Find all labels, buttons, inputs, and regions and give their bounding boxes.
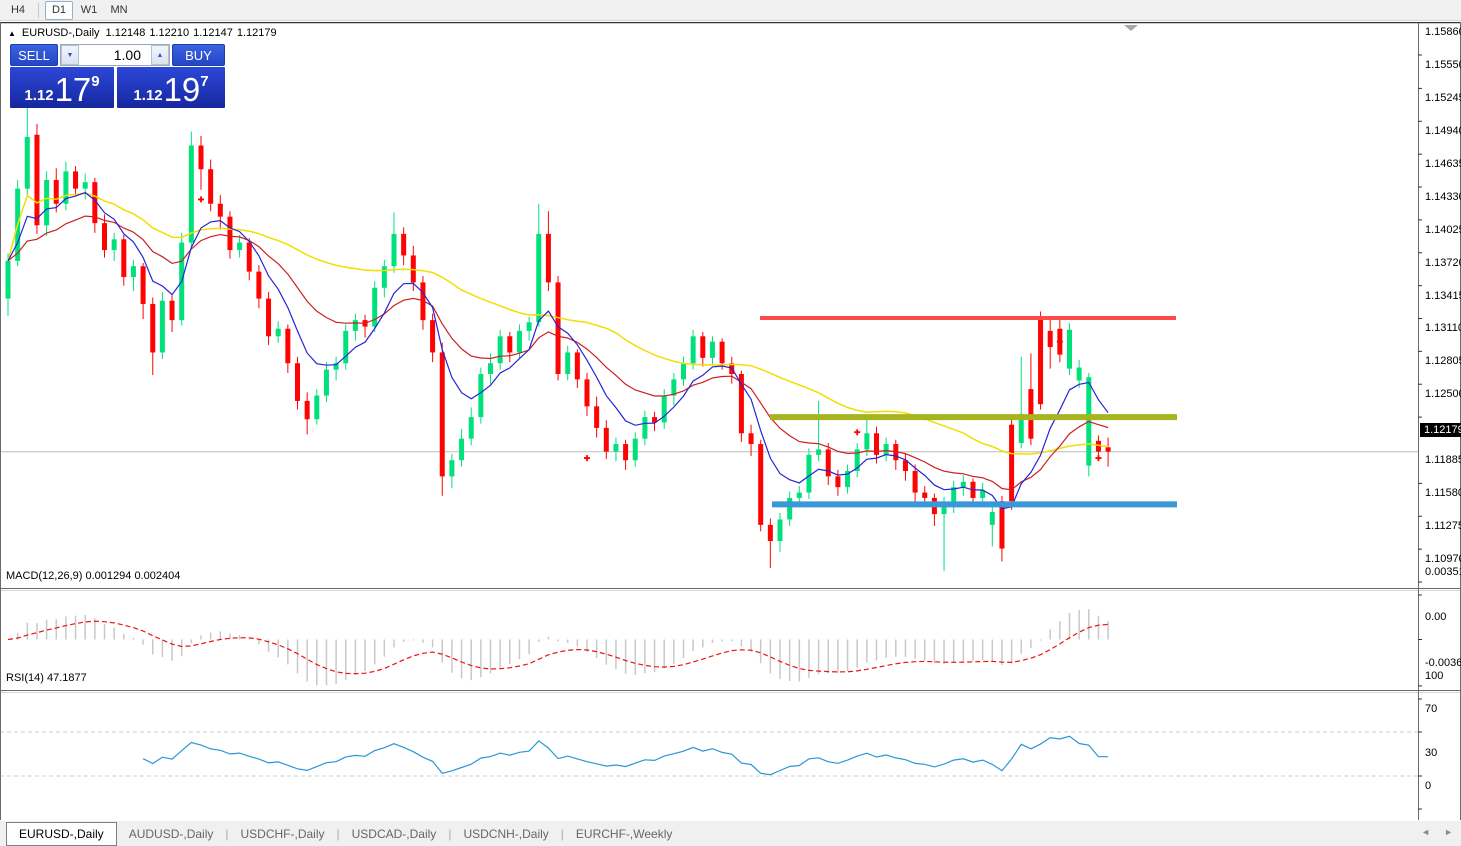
lot-decrease-button[interactable]: ▼ [61,45,79,65]
symbol-tab-eurchf-weekly[interactable]: EURCHF-,Weekly [575,826,673,841]
sell-price-base: 1.12 [24,87,54,104]
symbol-tab-eurusd-daily[interactable]: EURUSD-,Daily [6,821,117,846]
tab-scroll-left-icon[interactable]: ◄ [1421,827,1431,837]
tab-separator: | [336,826,340,841]
buy-button[interactable]: BUY [172,44,225,66]
timeframe-toolbar: H4 D1 W1 MN [0,0,1461,21]
tab-separator: | [448,826,452,841]
tab-separator: | [225,826,229,841]
tab-separator: | [560,826,564,841]
rsi-label: RSI(14) 47.1877 [6,672,87,684]
tab-scroll-arrows: ◄ ► [1421,827,1453,837]
lot-size-input[interactable] [79,45,151,65]
symbol-tab-bar: EURUSD-,Daily AUDUSD-,Daily | USDCHF-,Daily… [0,821,1461,846]
buy-price-big: 19 [163,71,201,108]
sell-price-big: 17 [54,71,92,108]
buy-price-base: 1.12 [133,87,163,104]
collapse-triangle-icon[interactable]: ▲ [8,28,16,38]
lot-increase-button[interactable]: ▲ [151,45,169,65]
symbol-tab-usdcad-daily[interactable]: USDCAD-,Daily [351,826,437,841]
symbol-tab-usdchf-daily[interactable]: USDCHF-,Daily [240,826,325,841]
sell-quote-panel[interactable]: 1.12 17 9 [10,67,114,108]
ohlc-close: 1.12179 [236,27,277,39]
symbol-tab-usdcnh-daily[interactable]: USDCNH-,Daily [463,826,549,841]
ohlc-high: 1.12210 [149,27,190,39]
timeframe-d1-button[interactable]: D1 [45,0,73,20]
sell-button[interactable]: SELL [10,44,58,66]
tab-scroll-right-icon[interactable]: ► [1444,827,1453,837]
timeframe-w1-button[interactable]: W1 [80,4,98,16]
one-click-trading-widget: SELL ▼ ▲ BUY 1.12 17 9 [10,44,225,108]
lot-size-stepper: ▼ ▲ [60,44,170,66]
chevron-up-icon: ▲ [156,51,164,59]
chart-symbol-title: EURUSD-,Daily [21,27,100,39]
current-price-badge: 1.12179 [1420,422,1461,437]
ohlc-low: 1.12147 [193,27,233,39]
chart-window[interactable]: 1.15860 1.15550 1.15245 1.14940 1.14635 1.143… [0,22,1461,839]
macd-label: MACD(12,26,9) 0.001294 0.002404 [6,570,181,582]
ohlc-open: 1.12148 [105,27,146,39]
timeframe-h4-button[interactable]: H4 [10,4,26,16]
chart-header: ▲ EURUSD-,Daily 1.12148 1.12210 1.12147 … [8,27,277,39]
chevron-down-icon: ▼ [66,51,74,59]
toolbar-separator [38,2,39,18]
sell-price-pip: 9 [91,73,100,90]
chart-canvas[interactable] [0,22,1461,820]
buy-quote-panel[interactable]: 1.12 19 7 [117,67,225,108]
symbol-tab-audusd-daily[interactable]: AUDUSD-,Daily [128,826,214,841]
timeframe-mn-button[interactable]: MN [110,4,128,16]
buy-price-pip: 7 [200,73,209,90]
